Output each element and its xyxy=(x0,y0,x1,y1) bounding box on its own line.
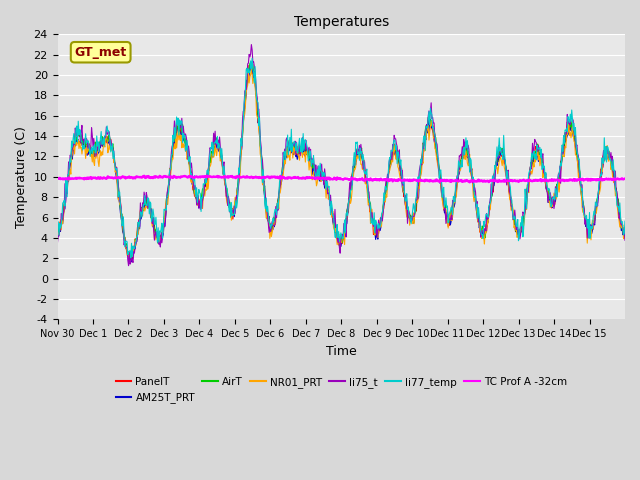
li77_temp xyxy=(225,208,233,214)
X-axis label: Time: Time xyxy=(326,345,356,358)
AirT xyxy=(433,147,441,153)
Line: li75_t: li75_t xyxy=(58,45,625,265)
li75_t xyxy=(125,263,132,268)
NR01_PRT xyxy=(433,158,441,164)
NR01_PRT xyxy=(125,256,133,262)
TC Prof A -32cm xyxy=(120,174,128,180)
PanelT xyxy=(120,235,128,240)
TC Prof A -32cm xyxy=(54,175,61,181)
li75_t xyxy=(433,142,441,147)
AM25T_PRT xyxy=(401,200,409,205)
TC Prof A -32cm xyxy=(466,180,474,185)
AirT xyxy=(401,197,409,203)
Y-axis label: Temperature (C): Temperature (C) xyxy=(15,126,28,228)
li77_temp xyxy=(248,56,256,61)
AM25T_PRT xyxy=(433,155,441,160)
NR01_PRT xyxy=(621,229,629,235)
AirT xyxy=(621,229,629,235)
li75_t xyxy=(401,197,409,203)
AirT xyxy=(225,204,233,210)
PanelT xyxy=(276,191,284,196)
AM25T_PRT xyxy=(225,203,233,209)
li77_temp xyxy=(54,218,61,224)
NR01_PRT xyxy=(54,228,61,234)
li77_temp xyxy=(401,198,409,204)
li75_t xyxy=(276,186,284,192)
li75_t xyxy=(225,198,233,204)
Legend: PanelT, AM25T_PRT, AirT, NR01_PRT, li75_t, li77_temp, TC Prof A -32cm: PanelT, AM25T_PRT, AirT, NR01_PRT, li75_… xyxy=(111,373,571,408)
PanelT xyxy=(129,257,136,263)
PanelT xyxy=(247,62,255,68)
NR01_PRT xyxy=(120,237,128,243)
NR01_PRT xyxy=(248,66,255,72)
TC Prof A -32cm xyxy=(401,177,408,182)
Line: AirT: AirT xyxy=(58,62,625,258)
TC Prof A -32cm xyxy=(433,177,440,182)
NR01_PRT xyxy=(225,204,233,210)
AM25T_PRT xyxy=(276,188,284,194)
TC Prof A -32cm xyxy=(203,173,211,179)
PanelT xyxy=(254,120,262,125)
li77_temp xyxy=(127,255,134,261)
Line: TC Prof A -32cm: TC Prof A -32cm xyxy=(58,176,625,182)
AM25T_PRT xyxy=(120,236,128,242)
NR01_PRT xyxy=(276,191,284,197)
li75_t xyxy=(120,242,128,248)
TC Prof A -32cm xyxy=(253,174,261,180)
AM25T_PRT xyxy=(127,259,135,264)
Line: PanelT: PanelT xyxy=(58,65,625,260)
AM25T_PRT xyxy=(246,63,253,69)
li77_temp xyxy=(120,235,128,241)
li77_temp xyxy=(433,148,441,154)
li77_temp xyxy=(621,218,629,224)
Line: li77_temp: li77_temp xyxy=(58,59,625,258)
AM25T_PRT xyxy=(254,120,262,126)
Text: GT_met: GT_met xyxy=(74,46,127,59)
PanelT xyxy=(54,225,61,230)
AirT xyxy=(254,110,262,116)
TC Prof A -32cm xyxy=(225,174,233,180)
li75_t xyxy=(248,42,255,48)
Title: Temperatures: Temperatures xyxy=(294,15,389,29)
AirT xyxy=(54,234,61,240)
Line: NR01_PRT: NR01_PRT xyxy=(58,69,625,259)
PanelT xyxy=(225,204,233,210)
AirT xyxy=(127,255,135,261)
TC Prof A -32cm xyxy=(621,176,629,181)
AirT xyxy=(120,233,128,239)
Line: AM25T_PRT: AM25T_PRT xyxy=(58,66,625,262)
PanelT xyxy=(401,202,409,208)
AM25T_PRT xyxy=(54,226,61,231)
PanelT xyxy=(433,156,441,162)
NR01_PRT xyxy=(254,116,262,121)
PanelT xyxy=(621,230,629,236)
AM25T_PRT xyxy=(621,235,629,240)
TC Prof A -32cm xyxy=(275,175,283,181)
li75_t xyxy=(254,108,262,113)
AirT xyxy=(247,59,255,65)
li75_t xyxy=(621,238,629,243)
li77_temp xyxy=(254,100,262,106)
AirT xyxy=(276,184,284,190)
li77_temp xyxy=(276,179,284,185)
NR01_PRT xyxy=(401,198,409,204)
li75_t xyxy=(54,239,61,245)
